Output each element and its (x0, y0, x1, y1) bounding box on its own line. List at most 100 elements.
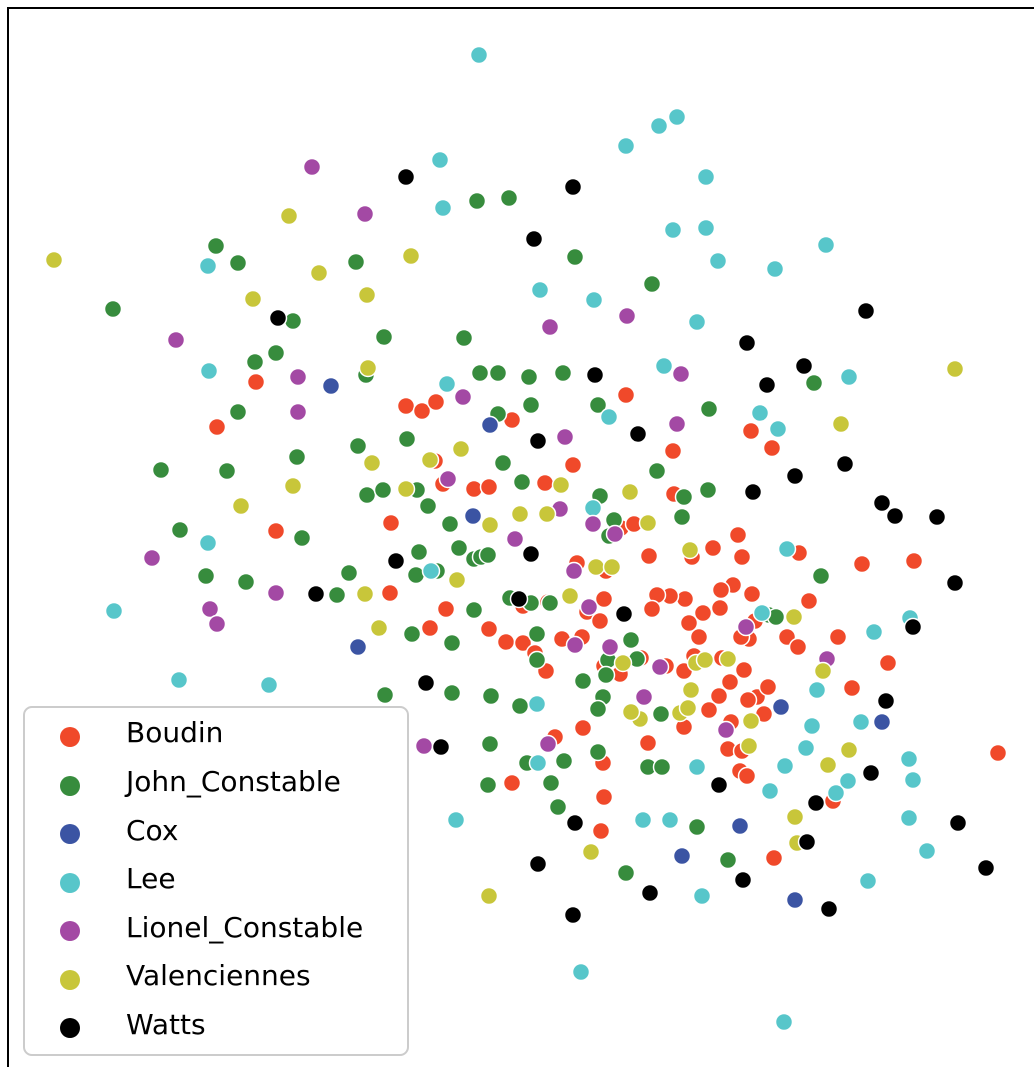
point-boudin (412, 401, 432, 421)
point-boudin (642, 599, 662, 619)
point-lionel-constable (166, 330, 186, 350)
point-john-constable (565, 247, 585, 267)
point-lee (851, 712, 871, 732)
point-john-constable (357, 485, 377, 505)
point-lee (663, 220, 683, 240)
point-lee (528, 753, 548, 773)
point-boudin (699, 700, 719, 720)
point-lionel-constable (736, 617, 756, 637)
point-watts (927, 507, 947, 527)
point-valenciennes (510, 504, 530, 524)
legend-marker-watts (60, 1018, 80, 1038)
point-john-constable (409, 542, 429, 562)
point-valenciennes (945, 359, 965, 379)
point-valenciennes (718, 649, 738, 669)
point-boudin (734, 660, 754, 680)
point-valenciennes (560, 586, 580, 606)
point-valenciennes (362, 453, 382, 473)
point-watts (640, 883, 660, 903)
point-boudin (742, 584, 762, 604)
point-john-constable (478, 545, 498, 565)
point-john-constable (674, 487, 694, 507)
point-lee (708, 251, 728, 271)
legend-entry-cox: Cox (60, 814, 178, 847)
point-cox (463, 506, 483, 526)
point-boudin (420, 618, 440, 638)
point-boudin (828, 627, 848, 647)
point-boudin (693, 603, 713, 623)
point-valenciennes (581, 842, 601, 862)
point-lee (599, 407, 619, 427)
point-watts (945, 573, 965, 593)
point-lee (649, 116, 669, 136)
point-boudin (479, 619, 499, 639)
point-lionel-constable (288, 367, 308, 387)
point-lee (430, 150, 450, 170)
point-lionel-constable (564, 561, 584, 581)
point-valenciennes (479, 886, 499, 906)
point-john-constable (467, 191, 487, 211)
point-boudin (381, 513, 401, 533)
legend-label-lionel-constable: Lionel_Constable (126, 911, 363, 944)
point-john-constable (804, 373, 824, 393)
point-watts (709, 775, 729, 795)
point-valenciennes (620, 482, 640, 502)
point-lee (692, 886, 712, 906)
point-valenciennes (279, 206, 299, 226)
point-john-constable (375, 685, 395, 705)
point-lee (446, 810, 466, 830)
point-john-constable (374, 327, 394, 347)
legend-entry-boudin: Boudin (60, 716, 223, 749)
point-boudin (513, 633, 533, 653)
point-valenciennes (741, 711, 761, 731)
point-watts (976, 858, 996, 878)
point-watts (416, 673, 436, 693)
point-valenciennes (831, 414, 851, 434)
point-boudin (842, 678, 862, 698)
point-watts (876, 691, 896, 711)
point-lionel-constable (540, 317, 560, 337)
legend-box (23, 706, 409, 1056)
point-john-constable (616, 863, 636, 883)
point-lee (198, 533, 218, 553)
legend-label-valenciennes: Valenciennes (126, 959, 311, 992)
point-valenciennes (586, 557, 606, 577)
point-lionel-constable (605, 524, 625, 544)
point-john-constable (449, 538, 469, 558)
point-lee (802, 716, 822, 736)
point-boudin (737, 766, 757, 786)
point-boudin (711, 580, 731, 600)
legend-entry-lionel-constable: Lionel_Constable (60, 911, 363, 944)
point-boudin (502, 773, 522, 793)
point-watts (885, 506, 905, 526)
point-boudin (852, 554, 872, 574)
point-john-constable (170, 520, 190, 540)
point-lee (760, 781, 780, 801)
point-john-constable (512, 472, 532, 492)
point-valenciennes (369, 618, 389, 638)
point-john-constable (699, 399, 719, 419)
point-lionel-constable (207, 614, 227, 634)
point-cox (348, 637, 368, 657)
point-cox (321, 376, 341, 396)
point-lee (530, 280, 550, 300)
point-watts (563, 905, 583, 925)
point-watts (797, 832, 817, 852)
point-lionel-constable (355, 204, 375, 224)
point-watts (861, 763, 881, 783)
point-john-constable (811, 566, 831, 586)
point-lionel-constable (579, 597, 599, 617)
point-lee (654, 356, 674, 376)
point-lee (752, 603, 772, 623)
point-valenciennes (678, 698, 698, 718)
point-john-constable (217, 461, 237, 481)
point-boudin (762, 438, 782, 458)
point-john-constable (339, 563, 359, 583)
point-boudin (758, 677, 778, 697)
point-john-constable (245, 352, 265, 372)
point-lee (571, 962, 591, 982)
point-watts (785, 466, 805, 486)
point-boudin (591, 821, 611, 841)
point-john-constable (718, 850, 738, 870)
